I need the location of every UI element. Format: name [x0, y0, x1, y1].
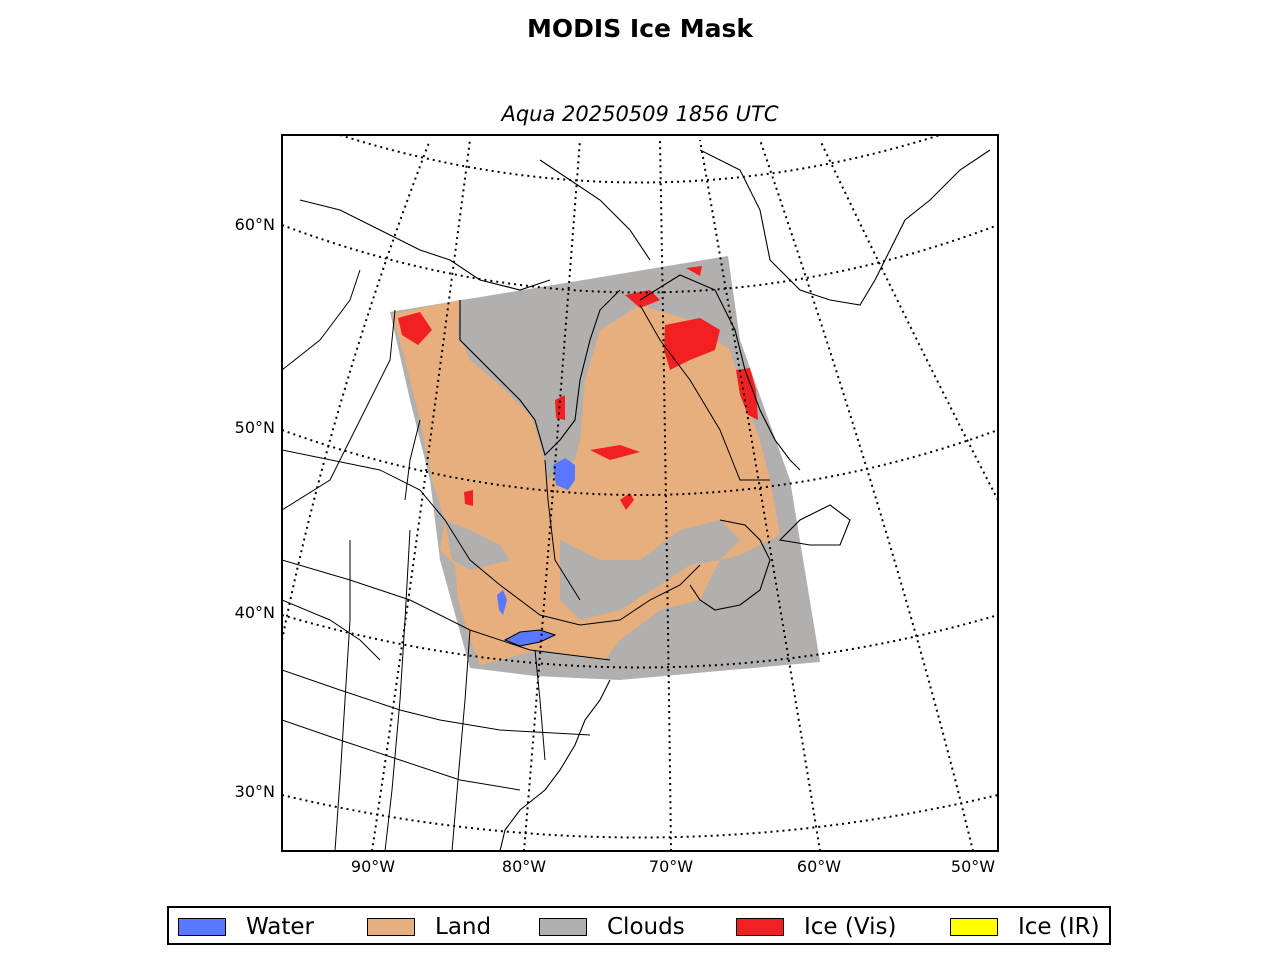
legend-item-clouds: Clouds: [539, 908, 685, 945]
border-quebec-labrador: [639, 304, 770, 481]
coastlines: [299, 149, 991, 851]
legend-label-water: Water: [246, 913, 314, 940]
parallel-70N: [339, 135, 941, 184]
border-us-states-4: [334, 540, 351, 851]
legend-swatch-clouds: [539, 917, 587, 936]
ice-quebec-lake: [620, 493, 634, 510]
legend-label-ice-ir: Ice (IR): [1018, 913, 1100, 940]
meridian-40W: [819, 139, 998, 501]
lon-label-60W: 60°W: [796, 857, 842, 876]
parallel-50N: [282, 429, 998, 496]
chart-subtitle: Aqua 20250509 1856 UTC: [501, 102, 779, 126]
political-borders: [282, 269, 770, 851]
lat-label-50N: 50°N: [234, 418, 275, 437]
coast-arctic: [299, 199, 551, 291]
lon-label-90W: 90°W: [350, 857, 396, 876]
meridian-90W: [371, 139, 471, 851]
legend-item-water: Water: [178, 908, 314, 945]
legend-swatch-land: [367, 917, 415, 936]
swath-land: [392, 300, 780, 665]
meridian-100W: [282, 139, 431, 641]
graticule: [282, 135, 998, 851]
parallel-30N: [282, 794, 998, 839]
border-us-states-7: [534, 649, 546, 761]
border-canada-north: [282, 269, 361, 371]
great-lakes-clouds: [445, 520, 510, 570]
lake-michigan-water: [497, 590, 507, 615]
james-bay-water: [553, 458, 575, 490]
border-us-states-1: [282, 559, 611, 661]
lat-label-30N: 30°N: [234, 782, 275, 801]
ice-labrador-1: [664, 318, 720, 370]
ice-quebec-1: [590, 445, 640, 460]
legend-item-ice-ir: Ice (IR): [950, 908, 1100, 945]
ice-labrador-2: [736, 368, 758, 420]
legend-label-ice-vis: Ice (Vis): [804, 913, 897, 940]
legend: Water Land Clouds Ice (Vis) Ice (IR): [167, 906, 1111, 945]
legend-swatch-water: [178, 917, 226, 936]
border-us-states-2: [282, 669, 591, 736]
ice-northern-west: [398, 312, 432, 345]
legend-swatch-ice-ir: [950, 917, 998, 936]
data-swath: [390, 256, 820, 680]
lat-label-60N: 60°N: [234, 215, 275, 234]
coast-hudson-bay: [459, 289, 621, 457]
ice-labrador-3: [686, 266, 702, 276]
border-us-states-3: [282, 719, 521, 791]
meridian-60W: [699, 139, 821, 851]
ice-nw-ontario: [464, 490, 473, 506]
border-us-canada: [282, 449, 701, 626]
legend-swatch-ice-vis: [736, 917, 784, 936]
parallel-60N: [282, 224, 998, 294]
coast-labrador: [639, 274, 801, 471]
coast-gulf-stlawrence: [689, 519, 771, 611]
legend-label-clouds: Clouds: [607, 913, 685, 940]
border-us-states-6: [451, 629, 471, 851]
legend-item-ice-vis: Ice (Vis): [736, 908, 896, 945]
stlawrence-clouds: [560, 520, 740, 620]
border-ontario-quebec: [544, 459, 581, 601]
legend-item-land: Land: [367, 908, 491, 945]
border-ontario-manitoba: [404, 419, 421, 501]
map-frame: [281, 134, 999, 852]
meridian-50W: [759, 139, 974, 851]
border-us-states-8: [282, 599, 381, 661]
border-us-states-5: [384, 529, 411, 851]
coast-newfoundland: [778, 504, 851, 546]
coast-greenland: [699, 149, 991, 306]
coast-baffin: [539, 159, 651, 261]
lon-label-80W: 80°W: [501, 857, 547, 876]
lon-label-50W: 50°W: [950, 857, 996, 876]
chart-title: MODIS Ice Mask: [527, 14, 753, 43]
lon-label-70W: 70°W: [648, 857, 694, 876]
coast-us-east: [499, 679, 611, 851]
lat-label-40N: 40°N: [234, 603, 275, 622]
border-canada-prairies: [282, 309, 396, 511]
legend-label-land: Land: [435, 913, 492, 940]
